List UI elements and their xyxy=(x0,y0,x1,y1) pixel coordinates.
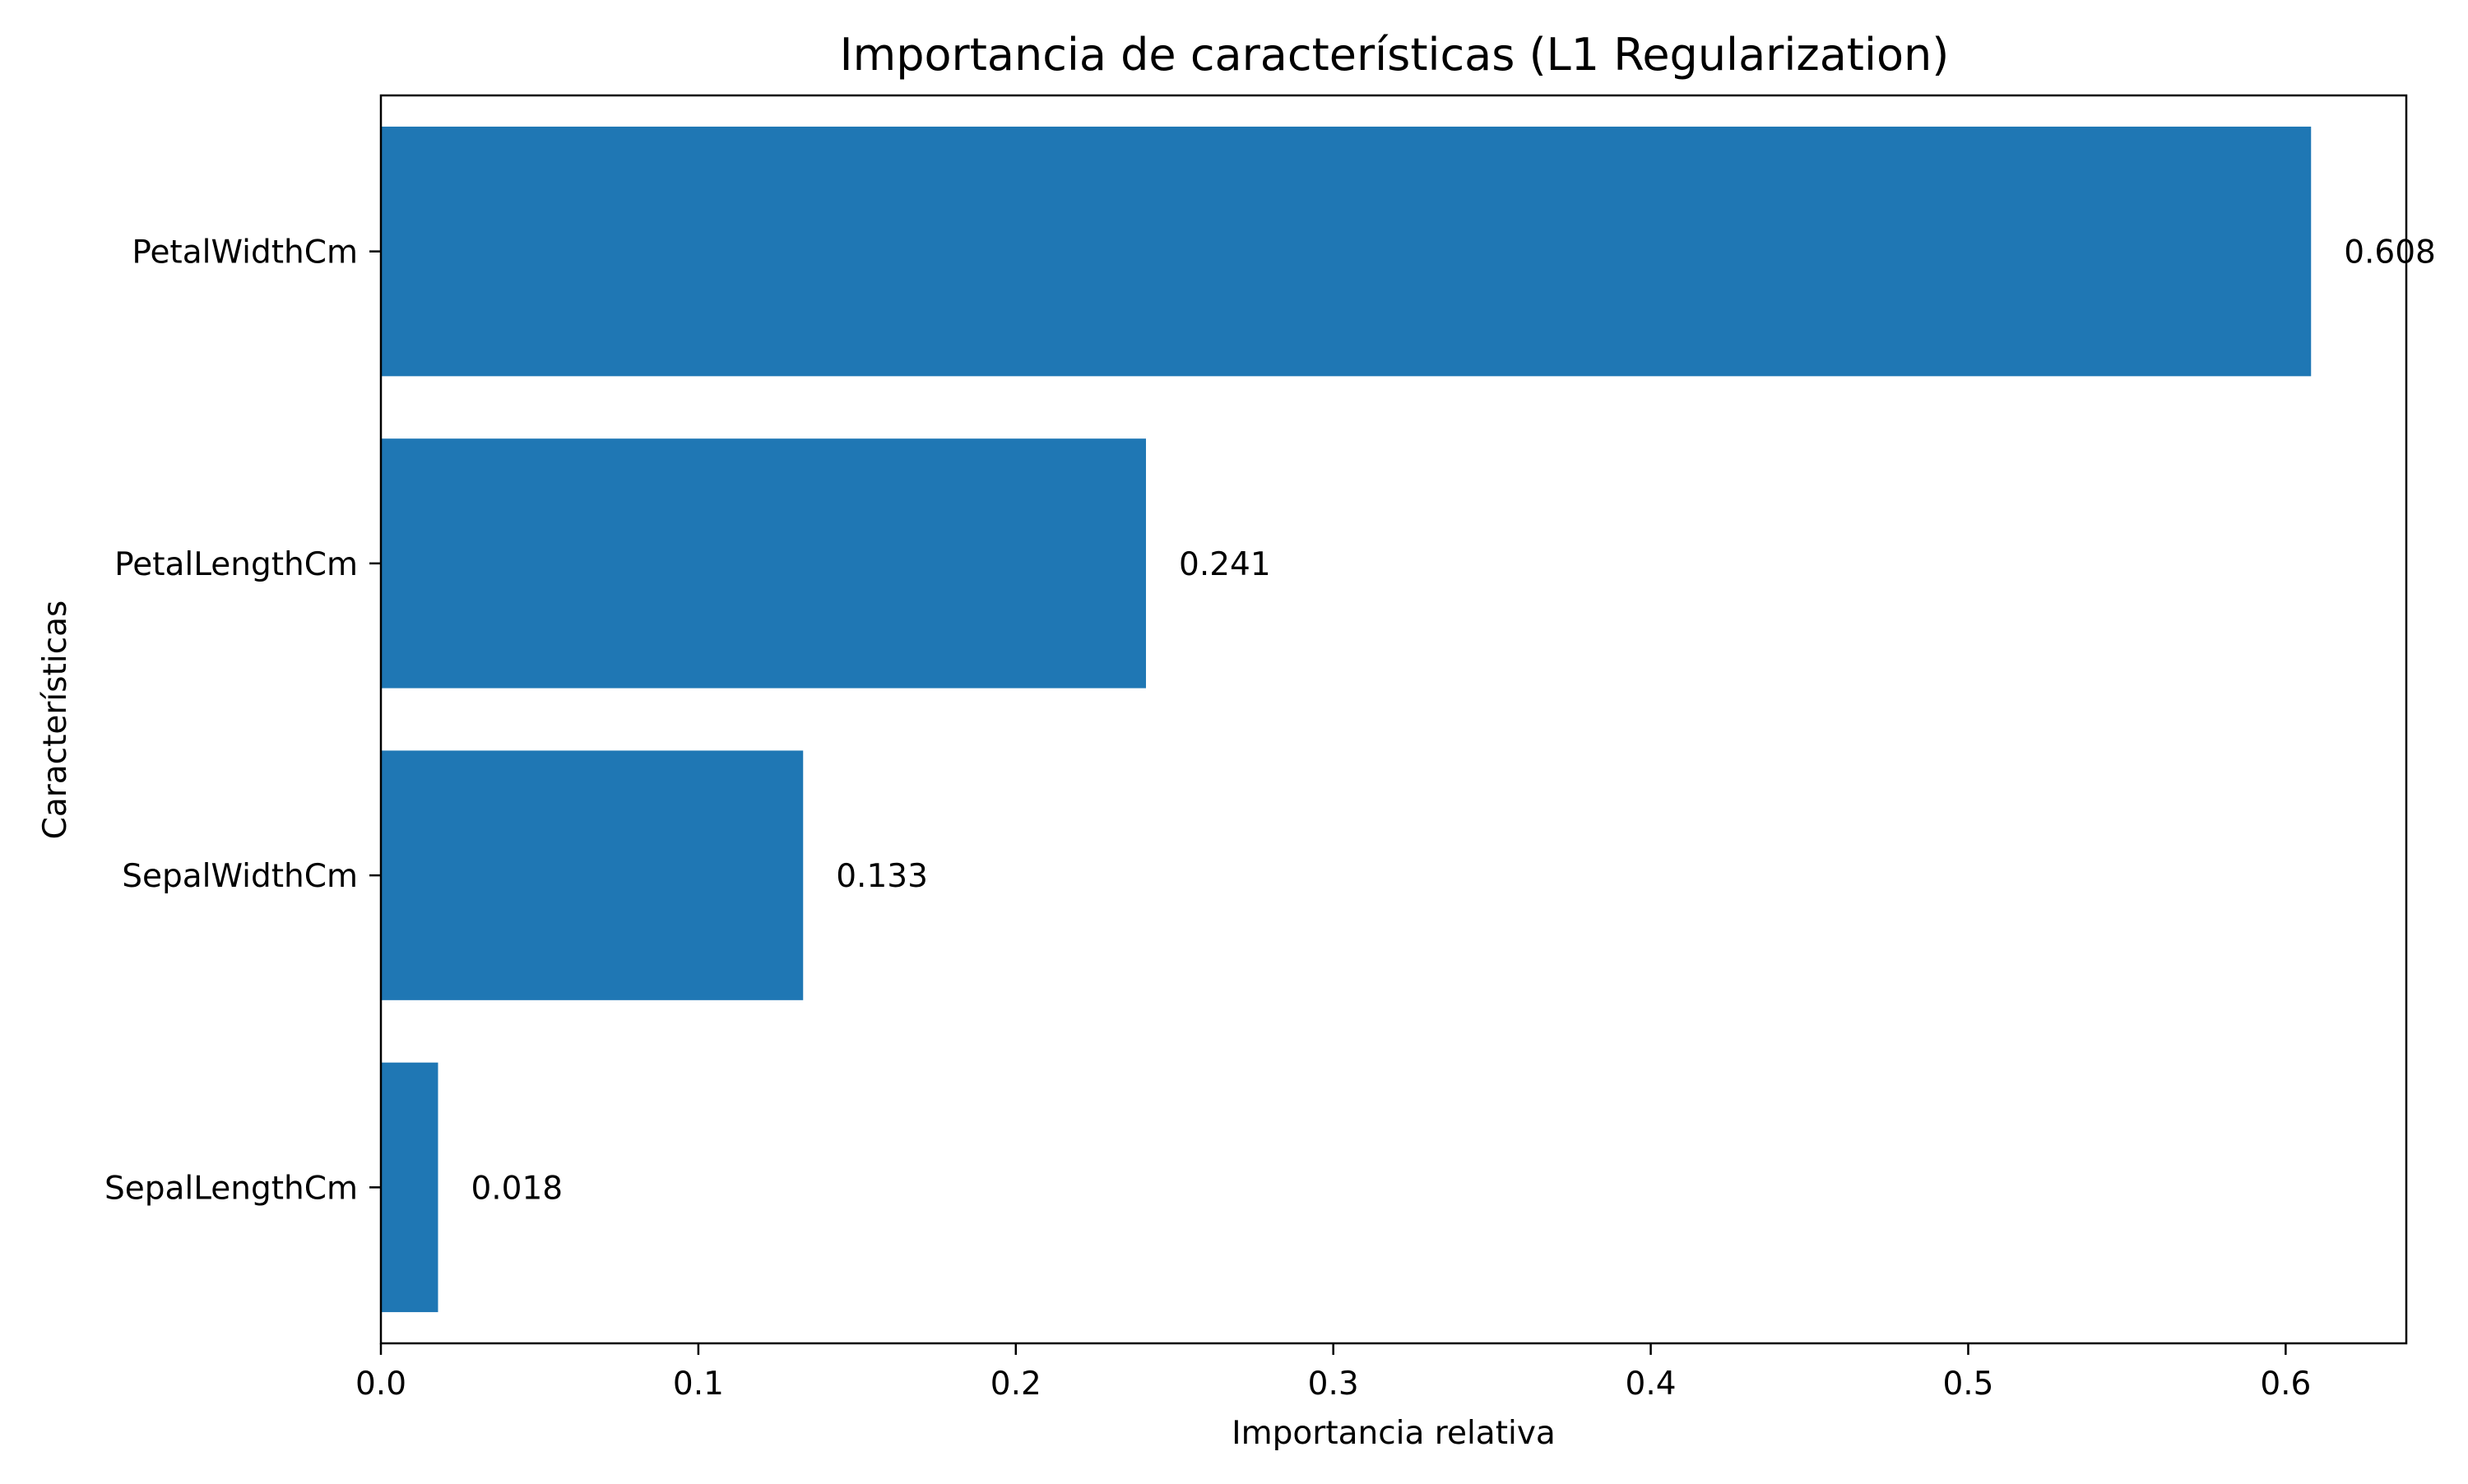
x-tick-label-0.0: 0.0 xyxy=(355,1366,406,1403)
x-tick-label-0.3: 0.3 xyxy=(1308,1366,1359,1403)
x-tick-label-0.2: 0.2 xyxy=(990,1366,1041,1403)
value-label-SepalWidthCm: 0.133 xyxy=(836,858,928,895)
x-tick-label-0.1: 0.1 xyxy=(673,1366,724,1403)
x-tick-label-0.5: 0.5 xyxy=(1942,1366,1993,1403)
y-tick-label-SepalWidthCm: SepalWidthCm xyxy=(122,858,358,895)
y-tick-label-SepalLengthCm: SepalLengthCm xyxy=(104,1170,358,1207)
x-axis: 0.0 0.1 0.2 0.3 0.4 0.5 0.6 xyxy=(355,1343,2311,1403)
bar-PetalWidthCm xyxy=(381,126,2312,377)
x-tick-label-0.6: 0.6 xyxy=(2260,1366,2311,1403)
y-tick-label-PetalWidthCm: PetalWidthCm xyxy=(132,234,358,271)
bar-PetalLengthCm xyxy=(381,438,1147,689)
bar-SepalLengthCm xyxy=(381,1062,438,1313)
y-axis-label: Características xyxy=(37,601,74,840)
value-label-PetalLengthCm: 0.241 xyxy=(1179,546,1271,583)
bar-SepalWidthCm xyxy=(381,750,804,1000)
plot-frame xyxy=(379,94,2408,1345)
chart-title: Importancia de características (L1 Regul… xyxy=(840,29,1950,81)
value-label-SepalLengthCm: 0.018 xyxy=(471,1170,563,1207)
x-tick-label-0.4: 0.4 xyxy=(1626,1366,1677,1403)
y-axis: SepalLengthCm SepalWidthCm PetalLengthCm Pe… xyxy=(104,234,381,1207)
x-axis-label: Importancia relativa xyxy=(1232,1415,1556,1452)
y-tick-label-PetalLengthCm: PetalLengthCm xyxy=(114,546,358,583)
value-labels-layer: 0.018 0.133 0.241 0.608 xyxy=(471,234,2435,1208)
bars-layer xyxy=(381,126,2312,1313)
value-label-PetalWidthCm: 0.608 xyxy=(2344,234,2436,271)
